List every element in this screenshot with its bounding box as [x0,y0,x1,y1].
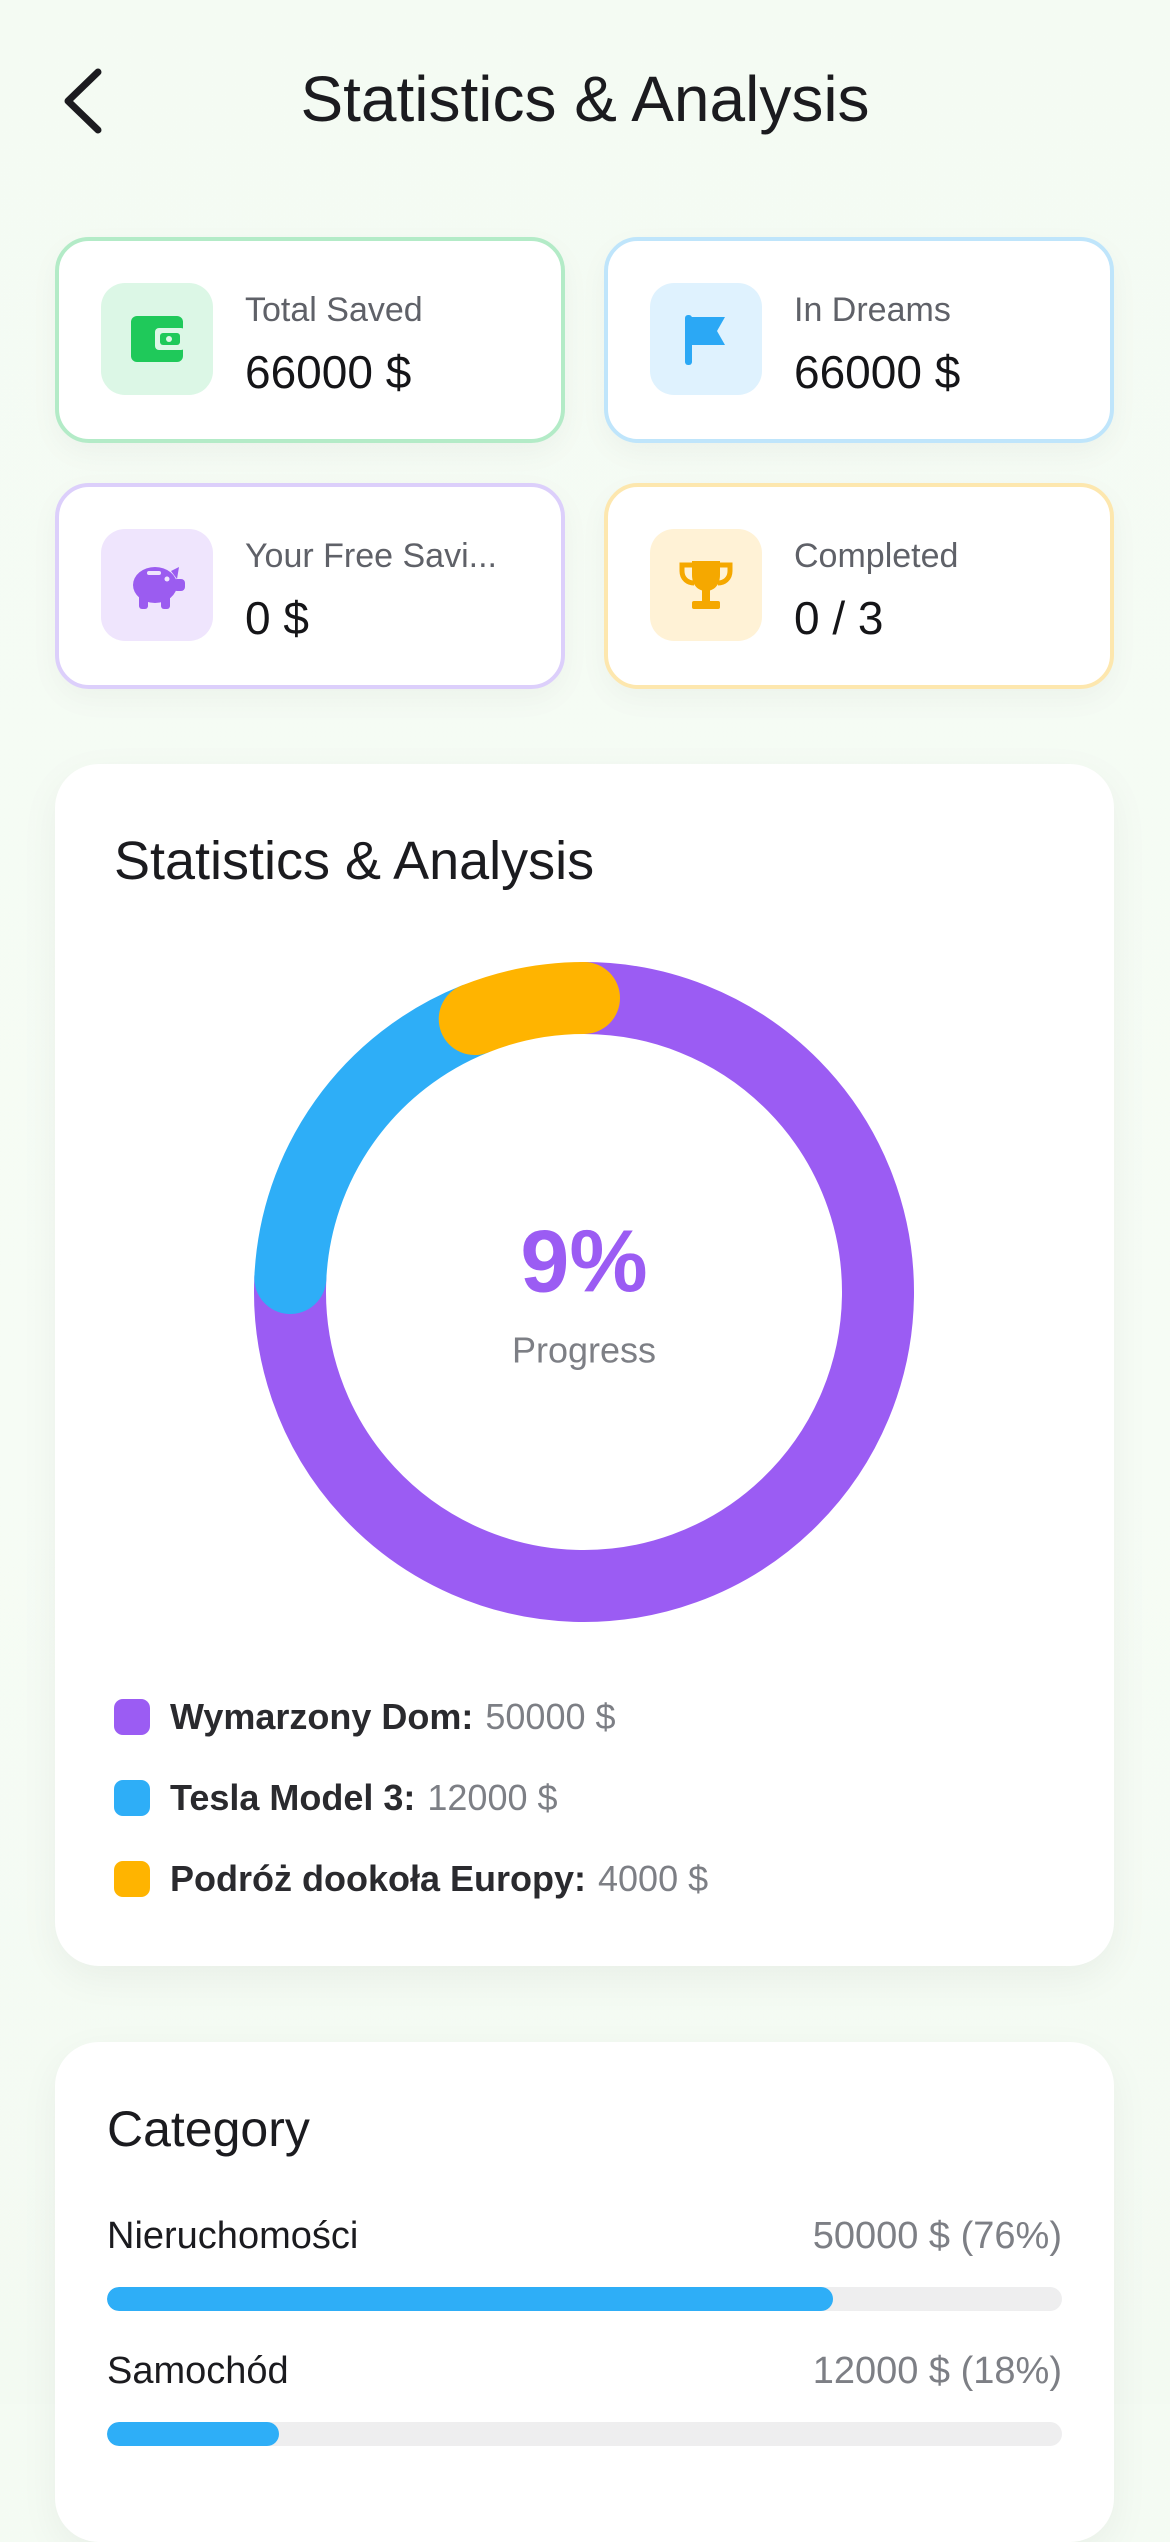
stat-card: In Dreams 66000 $ [604,237,1114,443]
stat-label: In Dreams [794,291,951,329]
back-button[interactable] [60,66,106,136]
chart-title: Statistics & Analysis [114,831,595,891]
icon [650,283,762,395]
icon [101,283,213,395]
category-name: Nieruchomości [107,2215,359,2257]
category-row: Nieruchomości 50000 $ (76%) [107,2215,1062,2258]
donut-segment [438,962,620,1056]
donut-segment [254,983,511,1315]
legend-swatch [114,1699,150,1735]
legend-swatch [114,1780,150,1816]
donut-chart: 9% Progress [254,962,914,1622]
category-title: Category [107,2101,310,2157]
donut-segment [254,962,914,1622]
category-name: Samochód [107,2350,289,2392]
page: {"header": {"title": "Statistics & Analy… [0,0,1170,2446]
legend-item: Tesla Model 3: 12000 $ [114,1777,558,1819]
stat-card: Your Free Savi... 0 $ [55,483,565,689]
legend-value: 50000 $ [485,1696,616,1737]
stat-card: Completed 0 / 3 [604,483,1114,689]
stat-value: 66000 $ [245,346,412,398]
icon [650,529,762,641]
stat-label: Completed [794,537,959,575]
legend-item: Podróż dookoła Europy: 4000 $ [114,1858,708,1900]
stat-label: Your Free Savi... [245,537,497,575]
legend-name: Podróż dookoła Europy: [170,1858,587,1899]
page-title: Statistics & Analysis [300,63,870,135]
legend-name: Tesla Model 3: [170,1777,416,1818]
legend-item: Wymarzony Dom: 50000 $ [114,1696,616,1738]
legend-value: 12000 $ [427,1777,558,1818]
icon [101,529,213,641]
stat-card: Total Saved 66000 $ [55,237,565,443]
legend-value: 4000 $ [598,1858,709,1899]
progress-bar [107,2422,279,2446]
center-value: 9% [520,1211,647,1310]
progress-track [107,2287,1062,2311]
stat-value: 0 / 3 [794,592,884,644]
stat-label: Total Saved [245,291,423,329]
center-label: Progress [512,1330,656,1371]
stat-value: 0 $ [245,592,309,644]
category-value: 50000 $ (76%) [812,2215,1062,2257]
stat-value: 66000 $ [794,346,961,398]
progress-bar [107,2287,833,2311]
legend-name: Wymarzony Dom: [170,1696,474,1737]
progress-track [107,2422,1062,2446]
legend-swatch [114,1861,150,1897]
category-value: 12000 $ (18%) [812,2350,1062,2392]
category-row: Samochód 12000 $ (18%) [107,2350,1062,2393]
